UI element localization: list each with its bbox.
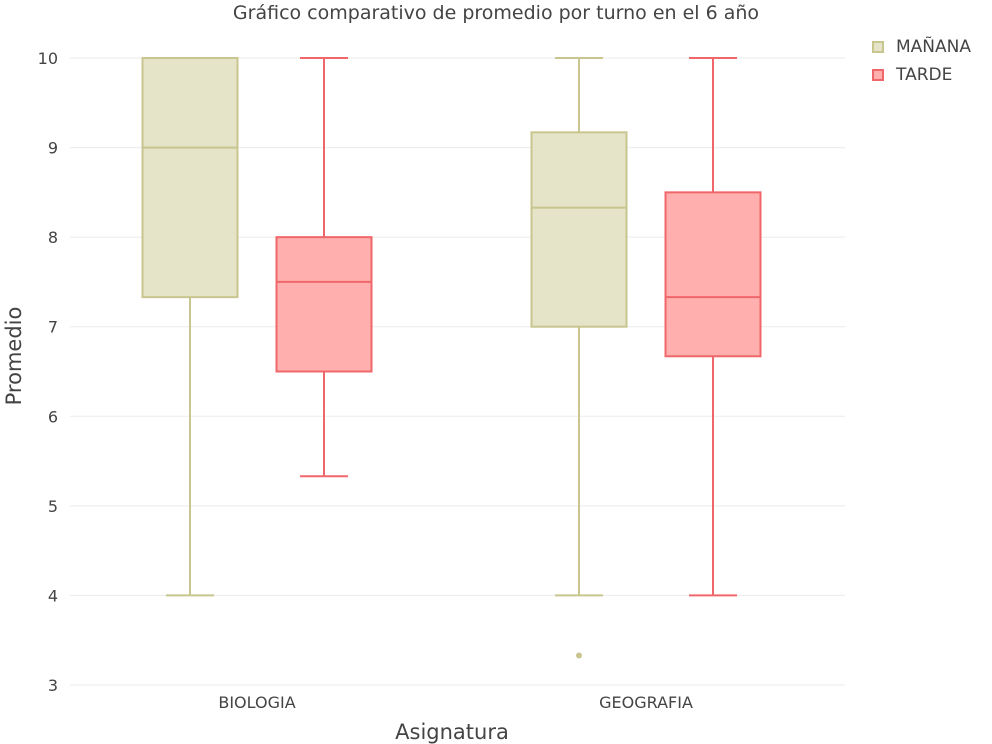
y-tick-label: 3	[48, 676, 58, 695]
y-tick-label: 9	[48, 139, 58, 158]
box-mañana-biologia	[141, 57, 239, 597]
iqr-box	[530, 131, 628, 328]
legend-swatch-tarde	[872, 69, 884, 81]
legend: MAÑANA TARDE	[872, 33, 971, 89]
y-tick-labels: 3 4 5 6 7 8 9 10	[38, 49, 58, 695]
box-tarde-geografia	[664, 57, 762, 597]
y-tick-label: 6	[48, 407, 58, 426]
x-tick-label: GEOGRAFIA	[599, 693, 693, 712]
x-tick-label: BIOLOGIA	[218, 693, 295, 712]
chart-title: Gráfico comparativo de promedio por turn…	[232, 2, 760, 24]
y-tick-label: 7	[48, 318, 58, 337]
iqr-box	[664, 191, 762, 358]
box-mañana-geografia	[530, 57, 628, 659]
legend-label-tarde: TARDE	[896, 65, 953, 85]
iqr-box	[141, 57, 239, 299]
legend-swatch-manana	[872, 41, 884, 53]
y-tick-label: 8	[48, 228, 58, 247]
y-tick-label: 5	[48, 497, 58, 516]
box-tarde-biologia	[275, 57, 373, 478]
x-tick-labels: BIOLOGIA GEOGRAFIA	[218, 693, 693, 712]
y-tick-label: 10	[38, 49, 58, 68]
outlier-point	[576, 652, 582, 659]
x-axis-title: Asignatura	[395, 720, 509, 744]
y-axis-title: Promedio	[2, 306, 26, 406]
y-tick-label: 4	[48, 586, 58, 605]
legend-item-tarde[interactable]: TARDE	[872, 61, 971, 89]
legend-label-manana: MAÑANA	[896, 37, 971, 57]
legend-item-manana[interactable]: MAÑANA	[872, 33, 971, 61]
box-series	[141, 57, 762, 659]
iqr-box	[275, 236, 373, 373]
